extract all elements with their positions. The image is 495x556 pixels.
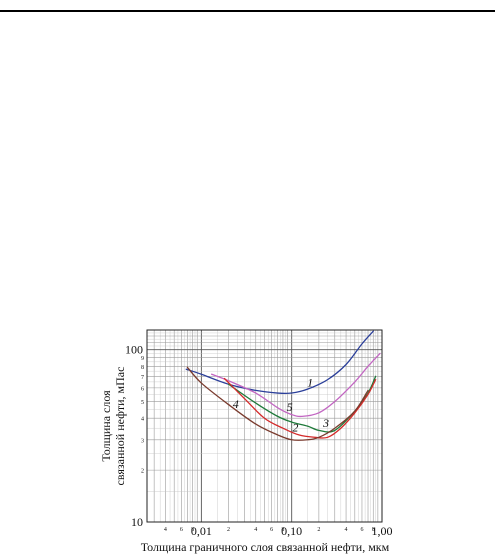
series-lines [185,330,381,441]
y-major-tick-label: 100 [125,343,143,357]
curve-label-4: 4 [233,397,239,411]
plot-frame [146,329,383,523]
curve-label-1: 1 [307,376,313,390]
series-line-4 [186,366,369,441]
top-rule [0,10,495,12]
x-minor-tick-label: 4 [254,527,257,533]
curve-label-3: 3 [322,416,329,430]
x-minor-tick-label: 2 [227,527,230,533]
x-minor-tick-label: 8 [372,527,375,533]
y-minor-tick-label: 9 [141,356,144,362]
x-minor-tick-label: 8 [191,527,194,533]
x-minor-tick-label: 6 [360,527,363,533]
series-line-5 [211,352,381,418]
x-major-tick-label: 1,00 [372,524,393,538]
y-major-tick-label: 10 [131,515,143,529]
y-minor-tick-label: 5 [141,400,144,406]
y-axis-title-line2: связанной нефти, мПас [113,367,127,486]
y-minor-tick-label: 3 [141,438,144,444]
y-minor-tick-label: 7 [141,375,144,381]
x-minor-tick-label: 4 [164,527,167,533]
y-minor-tick-label: 8 [141,365,144,371]
x-major-tick-label: 0,01 [191,524,212,538]
curve-label-5: 5 [287,400,293,414]
x-minor-tick-label: 8 [281,527,284,533]
series-line-1 [185,330,374,395]
y-minor-tick-label: 2 [141,469,144,475]
y-axis-title-line1: Толщина слоя [99,390,113,462]
y-minor-tick-label: 6 [141,386,144,392]
x-minor-tick-label: 6 [270,527,273,533]
y-minor-tick-label: 4 [141,417,144,423]
x-minor-tick-label: 4 [345,527,348,533]
tick-labels: 0,01 0,10 1,004 6 8 2 4 6 8 2 4 6 810100234567891532… [125,343,393,538]
x-minor-tick-label: 2 [317,527,320,533]
series-line-3 [227,375,377,433]
curve-label-2: 2 [292,421,298,435]
series-line-2 [223,377,377,439]
x-major-tick-label: 0,10 [281,524,302,538]
x-axis-title: Толщина граничного слоя связанной нефти,… [141,540,390,554]
x-minor-tick-label: 6 [180,527,183,533]
